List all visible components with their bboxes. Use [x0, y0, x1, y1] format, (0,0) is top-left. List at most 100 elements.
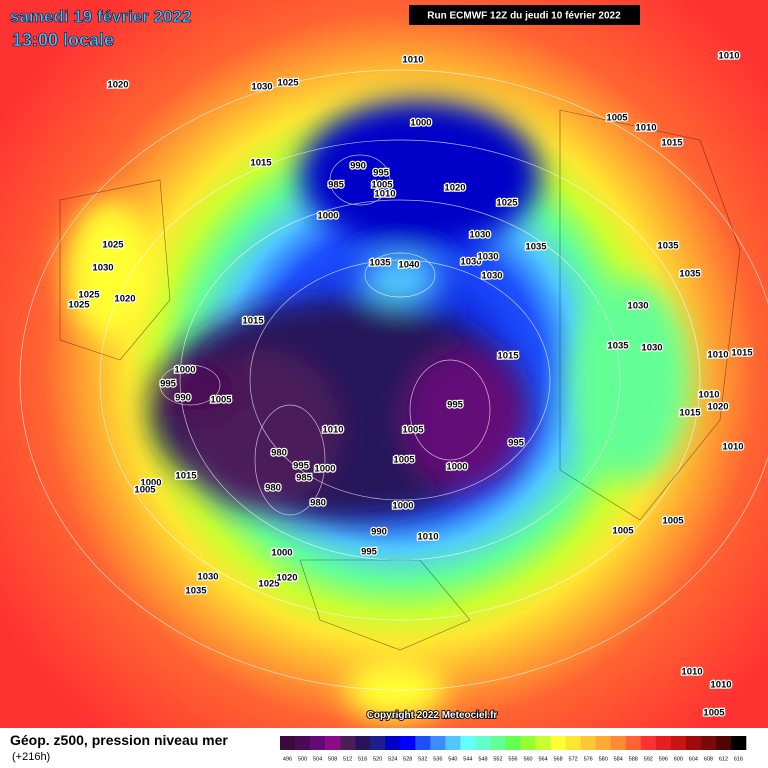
pressure-label: 995	[361, 547, 378, 558]
scale-label: 564	[538, 756, 547, 762]
pressure-label: 1020	[707, 402, 728, 413]
scale-label: 616	[734, 756, 743, 762]
scale-swatch	[280, 736, 296, 750]
scale-label: 528	[403, 756, 412, 762]
pressure-label: 1030	[469, 230, 490, 241]
pressure-label: 1015	[250, 158, 272, 169]
pressure-label: 1030	[460, 257, 481, 268]
pressure-label: 1015	[497, 351, 519, 362]
scale-label: 588	[629, 756, 638, 762]
pressure-label: 1030	[641, 343, 662, 354]
pressure-label: 1025	[68, 300, 90, 311]
color-scale: 496 500 504 508 512 516 520 524 528 532 536 540 544 5…	[280, 736, 747, 762]
pressure-label: 1000	[410, 118, 431, 129]
pressure-label: 1015	[242, 316, 264, 327]
pressure-label: 1010	[322, 425, 343, 436]
pressure-label: 1020	[276, 573, 297, 584]
scale-swatch	[490, 736, 506, 750]
pressure-label: 1005	[606, 113, 628, 124]
scale-label: 596	[659, 756, 668, 762]
pressure-label: 1030	[92, 263, 113, 274]
run-box	[409, 5, 640, 25]
scale-swatch	[460, 736, 476, 750]
legend-title: Géop. z500, pression niveau mer	[10, 732, 228, 748]
scale-label: 520	[373, 756, 382, 762]
date: samedi 19 février 2022	[10, 7, 191, 26]
pressure-label: 1025	[277, 78, 299, 89]
scale-swatch	[340, 736, 356, 750]
scale-swatch	[310, 736, 326, 750]
pressure-label: 1015	[731, 348, 753, 359]
pressure-label: 1000	[314, 464, 335, 475]
scale-label: 572	[569, 756, 578, 762]
scale-swatch	[595, 736, 612, 750]
scale-swatch	[625, 736, 642, 750]
pressure-label: 1000	[392, 501, 413, 512]
pressure-label: 990	[175, 393, 191, 404]
pressure-label: 1005	[402, 425, 424, 436]
scale-swatch	[370, 736, 386, 750]
scale-label: 576	[584, 756, 593, 762]
scale-swatch	[565, 736, 581, 750]
pressure-label: 1030	[481, 271, 502, 282]
pressure-label: 1015	[679, 408, 701, 419]
pressure-label: 1010	[635, 123, 656, 134]
pressure-label: 1005	[612, 526, 634, 537]
pressure-label: 1000	[271, 548, 292, 559]
pressure-label: 1015	[175, 471, 197, 482]
scale-swatch	[655, 736, 672, 750]
scale-swatch	[715, 736, 732, 750]
scale-swatch	[640, 736, 657, 750]
map	[0, 0, 768, 728]
pressure-label: 1030	[627, 301, 648, 312]
copyright: Copyright 2022 Meteociel.fr	[367, 710, 498, 721]
pressure-label: 1030	[197, 572, 218, 583]
scale-label: 504	[313, 756, 322, 762]
pressure-label: 995	[293, 461, 310, 472]
pressure-label: 1035	[369, 258, 391, 269]
pressure-label: 1015	[661, 138, 683, 149]
scale-label: 552	[493, 756, 502, 762]
pressure-label: 1035	[607, 341, 629, 352]
pressure-label: 995	[447, 400, 464, 411]
scale-swatch	[685, 736, 702, 750]
scale-swatch	[580, 736, 596, 750]
pressure-label: 1010	[374, 189, 395, 200]
scale-label: 600	[674, 756, 683, 762]
scale-label: 516	[358, 756, 367, 762]
pressure-label: 1025	[496, 198, 518, 209]
scale-label: 556	[508, 756, 517, 762]
scale-label: 580	[599, 756, 608, 762]
pressure-label: 1010	[417, 532, 438, 543]
scale-swatch	[610, 736, 627, 750]
scale-label: 500	[298, 756, 307, 762]
scale-swatch	[670, 736, 687, 750]
scale-swatch	[730, 736, 747, 750]
scale-label: 568	[554, 756, 563, 762]
pressure-label: 1000	[174, 365, 195, 376]
pressure-label: 1035	[525, 242, 547, 253]
pressure-label: 1035	[185, 586, 207, 597]
pressure-label: 990	[350, 161, 366, 172]
pressure-label: 995	[373, 168, 390, 179]
scale-label: 540	[448, 756, 457, 762]
pressure-label: 1005	[134, 485, 156, 496]
pressure-label: 1025	[102, 240, 124, 251]
pressure-label: 1005	[210, 395, 232, 406]
pressure-label: 1000	[140, 478, 161, 489]
pressure-label: 985	[328, 180, 345, 191]
scale-label: 536	[433, 756, 442, 762]
pressure-label: 1010	[722, 442, 743, 453]
pressure-label: 1010	[707, 350, 728, 361]
scale-label: 508	[328, 756, 337, 762]
scale-label: 496	[283, 756, 292, 762]
pressure-label: 1025	[258, 579, 280, 590]
pressure-label: 1020	[444, 183, 465, 194]
pressure-label: 985	[296, 473, 313, 484]
pressure-label: 1010	[681, 667, 702, 678]
scale-label: 592	[644, 756, 653, 762]
pressure-label: 980	[265, 483, 281, 494]
local-time: 13:00 locale	[12, 30, 114, 50]
scale-swatch	[430, 736, 446, 750]
